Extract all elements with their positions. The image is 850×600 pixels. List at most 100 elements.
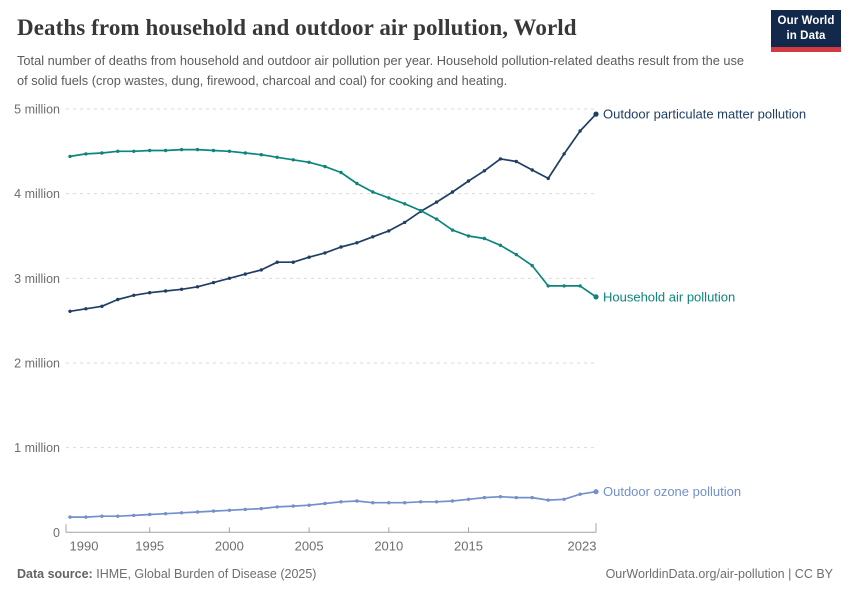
data-point-outdoor-particulate-matter-pollution-1993[interactable] bbox=[116, 297, 120, 302]
data-point-outdoor-particulate-matter-pollution-2004[interactable] bbox=[291, 260, 295, 264]
data-point-outdoor-particulate-matter-pollution-2016[interactable] bbox=[482, 169, 487, 173]
data-point-household-air-pollution-1993[interactable] bbox=[116, 149, 120, 153]
data-point-household-air-pollution-2014[interactable] bbox=[450, 228, 455, 232]
data-point-outdoor-ozone-pollution-2014[interactable] bbox=[450, 499, 455, 503]
data-point-household-air-pollution-2015[interactable] bbox=[466, 234, 471, 238]
data-point-outdoor-particulate-matter-pollution-2000[interactable] bbox=[227, 276, 232, 280]
data-point-household-air-pollution-1997[interactable] bbox=[179, 147, 184, 152]
data-point-outdoor-ozone-pollution-1994[interactable] bbox=[132, 513, 136, 518]
data-point-household-air-pollution-2010[interactable] bbox=[387, 196, 391, 200]
data-point-outdoor-ozone-pollution-2006[interactable] bbox=[323, 501, 327, 506]
data-point-outdoor-particulate-matter-pollution-2009[interactable] bbox=[371, 235, 375, 239]
data-point-outdoor-particulate-matter-pollution-2019[interactable] bbox=[530, 168, 534, 172]
data-point-outdoor-particulate-matter-pollution-2020[interactable] bbox=[546, 176, 550, 181]
data-point-household-air-pollution-2005[interactable] bbox=[307, 160, 311, 164]
data-point-household-air-pollution-2021[interactable] bbox=[562, 284, 566, 288]
data-point-outdoor-ozone-pollution-2020[interactable] bbox=[546, 498, 550, 502]
data-point-outdoor-particulate-matter-pollution-2014[interactable] bbox=[450, 190, 455, 194]
data-point-household-air-pollution-2016[interactable] bbox=[482, 236, 487, 241]
series-line-household-air-pollution[interactable] bbox=[69, 148, 597, 298]
data-point-outdoor-particulate-matter-pollution-1996[interactable] bbox=[163, 289, 168, 293]
data-point-outdoor-ozone-pollution-2011[interactable] bbox=[403, 501, 407, 505]
data-point-outdoor-ozone-pollution-2004[interactable] bbox=[291, 504, 295, 508]
data-point-outdoor-particulate-matter-pollution-1999[interactable] bbox=[211, 280, 216, 285]
data-point-outdoor-particulate-matter-pollution-2007[interactable] bbox=[339, 245, 343, 249]
data-point-outdoor-ozone-pollution-1992[interactable] bbox=[100, 514, 104, 518]
data-point-outdoor-ozone-pollution-2002[interactable] bbox=[259, 506, 263, 511]
data-point-household-air-pollution-2009[interactable] bbox=[371, 190, 375, 194]
data-point-household-air-pollution-1991[interactable] bbox=[84, 152, 88, 156]
data-point-outdoor-particulate-matter-pollution-2017[interactable] bbox=[498, 157, 503, 161]
data-point-outdoor-ozone-pollution-2009[interactable] bbox=[371, 501, 375, 505]
data-point-household-air-pollution-2002[interactable] bbox=[259, 153, 263, 157]
data-point-household-air-pollution-2004[interactable] bbox=[291, 158, 295, 162]
data-point-household-air-pollution-2020[interactable] bbox=[546, 284, 550, 288]
data-point-household-air-pollution-2013[interactable] bbox=[434, 217, 439, 221]
data-point-outdoor-particulate-matter-pollution-1995[interactable] bbox=[148, 291, 152, 295]
data-point-outdoor-particulate-matter-pollution-2006[interactable] bbox=[323, 251, 327, 255]
data-point-outdoor-ozone-pollution-2000[interactable] bbox=[227, 508, 232, 512]
data-point-household-air-pollution-2017[interactable] bbox=[498, 243, 503, 247]
data-point-outdoor-particulate-matter-pollution-1990[interactable] bbox=[68, 309, 72, 313]
data-point-outdoor-particulate-matter-pollution-2023[interactable] bbox=[593, 111, 599, 117]
data-point-outdoor-particulate-matter-pollution-2015[interactable] bbox=[466, 179, 471, 183]
data-point-household-air-pollution-2012[interactable] bbox=[419, 208, 423, 213]
data-point-outdoor-ozone-pollution-2008[interactable] bbox=[355, 499, 359, 503]
data-point-outdoor-particulate-matter-pollution-2011[interactable] bbox=[403, 220, 407, 225]
data-point-household-air-pollution-2019[interactable] bbox=[530, 263, 534, 268]
data-point-household-air-pollution-1999[interactable] bbox=[211, 148, 216, 153]
data-point-outdoor-particulate-matter-pollution-1991[interactable] bbox=[84, 307, 88, 311]
data-point-outdoor-particulate-matter-pollution-2021[interactable] bbox=[562, 152, 566, 156]
data-point-outdoor-ozone-pollution-2018[interactable] bbox=[514, 495, 518, 500]
data-point-outdoor-ozone-pollution-2010[interactable] bbox=[387, 501, 391, 505]
data-point-outdoor-particulate-matter-pollution-1994[interactable] bbox=[132, 293, 136, 297]
data-point-household-air-pollution-2018[interactable] bbox=[514, 252, 518, 257]
data-point-outdoor-particulate-matter-pollution-2008[interactable] bbox=[355, 241, 359, 245]
data-point-outdoor-ozone-pollution-2005[interactable] bbox=[307, 503, 311, 507]
data-point-household-air-pollution-1995[interactable] bbox=[148, 148, 152, 153]
data-point-household-air-pollution-2000[interactable] bbox=[227, 149, 232, 153]
data-point-outdoor-particulate-matter-pollution-2018[interactable] bbox=[514, 159, 518, 164]
data-point-outdoor-ozone-pollution-1999[interactable] bbox=[211, 509, 216, 513]
data-point-outdoor-ozone-pollution-1993[interactable] bbox=[116, 514, 120, 518]
data-point-outdoor-particulate-matter-pollution-2010[interactable] bbox=[387, 229, 391, 233]
data-point-outdoor-ozone-pollution-1995[interactable] bbox=[148, 512, 152, 517]
data-point-outdoor-ozone-pollution-2012[interactable] bbox=[419, 500, 423, 504]
data-point-household-air-pollution-1990[interactable] bbox=[68, 154, 72, 159]
data-point-outdoor-ozone-pollution-1997[interactable] bbox=[179, 511, 184, 515]
data-point-outdoor-particulate-matter-pollution-1997[interactable] bbox=[179, 287, 184, 291]
data-point-household-air-pollution-2022[interactable] bbox=[578, 284, 582, 288]
series-label-outdoor-particulate-matter-pollution[interactable]: Outdoor particulate matter pollution bbox=[603, 107, 806, 122]
data-point-outdoor-ozone-pollution-2007[interactable] bbox=[339, 500, 343, 504]
data-point-household-air-pollution-1996[interactable] bbox=[163, 148, 168, 153]
owid-logo[interactable]: Our World in Data bbox=[771, 10, 841, 52]
series-label-outdoor-ozone-pollution[interactable]: Outdoor ozone pollution bbox=[603, 484, 741, 499]
data-point-outdoor-ozone-pollution-2022[interactable] bbox=[578, 492, 582, 496]
data-point-outdoor-ozone-pollution-2003[interactable] bbox=[275, 505, 279, 509]
data-point-outdoor-ozone-pollution-2001[interactable] bbox=[243, 507, 247, 512]
data-point-outdoor-ozone-pollution-2015[interactable] bbox=[466, 497, 471, 501]
data-point-household-air-pollution-1998[interactable] bbox=[195, 147, 200, 152]
data-point-outdoor-particulate-matter-pollution-2013[interactable] bbox=[434, 200, 439, 204]
data-point-household-air-pollution-2006[interactable] bbox=[323, 164, 327, 169]
footer-license-link[interactable]: OurWorldinData.org/air-pollution | CC BY bbox=[605, 567, 833, 581]
data-point-outdoor-ozone-pollution-2017[interactable] bbox=[498, 495, 503, 499]
data-point-outdoor-ozone-pollution-1990[interactable] bbox=[68, 515, 72, 519]
data-point-outdoor-ozone-pollution-2021[interactable] bbox=[562, 497, 566, 501]
data-point-outdoor-particulate-matter-pollution-2002[interactable] bbox=[259, 268, 263, 272]
data-point-household-air-pollution-1994[interactable] bbox=[132, 149, 136, 153]
data-point-household-air-pollution-2011[interactable] bbox=[403, 202, 407, 206]
data-point-household-air-pollution-2001[interactable] bbox=[243, 151, 247, 155]
data-point-outdoor-particulate-matter-pollution-1998[interactable] bbox=[195, 285, 200, 289]
data-point-household-air-pollution-2008[interactable] bbox=[355, 181, 359, 186]
data-point-outdoor-particulate-matter-pollution-2001[interactable] bbox=[243, 272, 247, 276]
series-label-household-air-pollution[interactable]: Household air pollution bbox=[603, 289, 735, 304]
data-point-outdoor-ozone-pollution-1998[interactable] bbox=[195, 510, 200, 514]
data-point-household-air-pollution-2023[interactable] bbox=[593, 294, 599, 300]
data-point-outdoor-particulate-matter-pollution-2022[interactable] bbox=[578, 129, 582, 133]
data-point-household-air-pollution-2007[interactable] bbox=[339, 170, 343, 175]
data-point-outdoor-ozone-pollution-1991[interactable] bbox=[84, 515, 88, 519]
data-point-outdoor-ozone-pollution-2019[interactable] bbox=[530, 495, 534, 500]
data-point-outdoor-ozone-pollution-2013[interactable] bbox=[434, 500, 439, 504]
data-point-outdoor-particulate-matter-pollution-2005[interactable] bbox=[307, 255, 311, 259]
